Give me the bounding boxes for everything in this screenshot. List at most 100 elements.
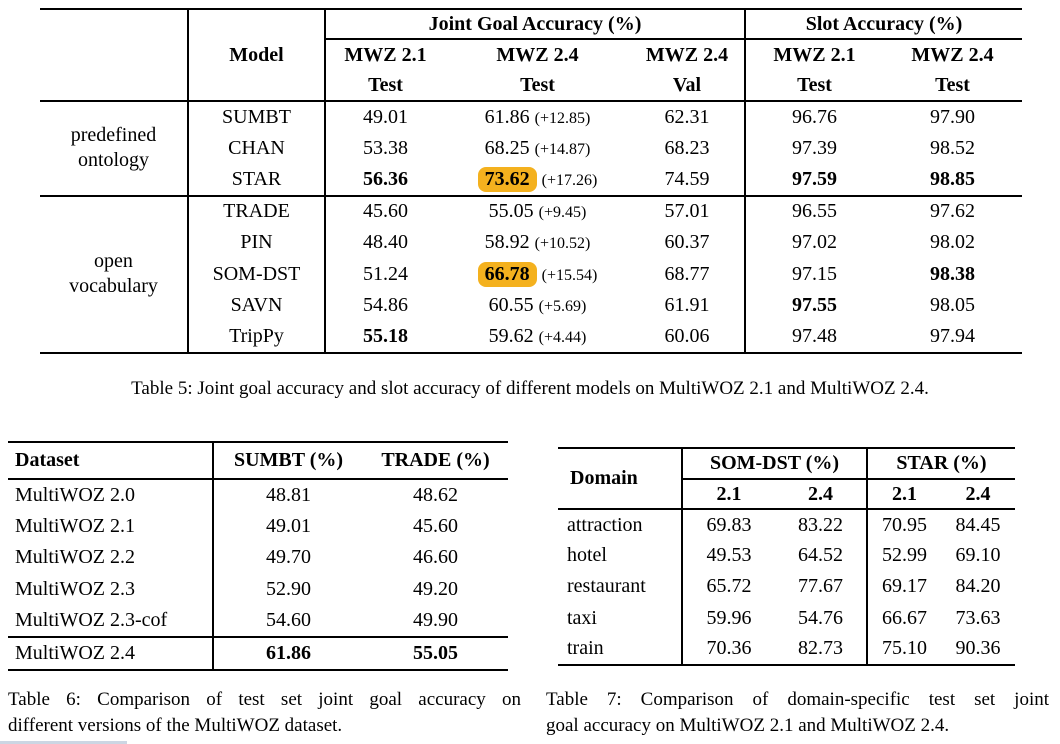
value-cell: 48.40 (325, 227, 445, 259)
table5-subheader-split: Test (325, 70, 445, 102)
table6-row: MultiWOZ 2.0 48.81 48.62 (8, 479, 508, 511)
highlight-pill: 73.62 (477, 166, 537, 192)
value-cell: 45.60 (413, 514, 458, 537)
table6-dataset-header: Dataset (8, 442, 214, 480)
row-group-label-line: predefined (70, 124, 157, 147)
table5-row: CHAN 53.38 68.25 (+14.87) 68.23 97.39 98.52 (40, 132, 1022, 165)
dataset-cell: MultiWOZ 2.2 (8, 542, 214, 574)
value-cell: 45.60 (325, 194, 445, 227)
table7-version-subheader: 2.4 (775, 479, 868, 510)
value-cell: 49.53 (706, 544, 752, 567)
table5-slot-group-header: Slot Accuracy (%) (745, 9, 1023, 40)
value-cell: 82.73 (775, 633, 868, 665)
accuracy-value: 57.01 (664, 200, 710, 223)
value-cell: 97.39 (745, 133, 883, 165)
value-cell: 61.86 (213, 635, 363, 670)
value-cell: 46.60 (413, 546, 458, 569)
value-cell: 68.25 (+14.87) (445, 133, 630, 165)
table7-caption: Table 7: Comparison of domain-specific t… (546, 687, 1049, 738)
value-cell: 65.72 (706, 575, 752, 598)
table5-subheader-dataset: MWZ 2.1 (773, 43, 856, 66)
accuracy-value: 60.37 (664, 231, 710, 254)
table5-jga-group-header: Joint Goal Accuracy (%) (325, 9, 747, 40)
value-cell: 61.86 (+12.85) (445, 101, 630, 133)
model-cell: PIN (188, 227, 326, 259)
accuracy-value: 60.06 (664, 325, 710, 348)
value-cell: 51.24 (325, 259, 445, 291)
table7-row: hotel 49.53 64.52 52.99 69.10 (558, 540, 1015, 572)
accuracy-value: 53.38 (363, 136, 408, 159)
value-cell: 98.85 (883, 164, 1022, 196)
value-cell: 61.91 (630, 290, 747, 322)
accuracy-value: 58.92 (484, 231, 530, 254)
model-cell: TripPy (188, 321, 326, 353)
accuracy-value: 97.39 (792, 136, 838, 159)
table6-caption-line: different versions of the MultiWOZ datas… (8, 714, 343, 736)
value-cell: 66.67 (882, 606, 927, 629)
accuracy-value: 96.55 (792, 200, 838, 223)
accuracy-value: 97.48 (792, 325, 838, 348)
value-cell: 60.55 (+5.69) (445, 290, 630, 322)
table5-subheader-split: Val (630, 70, 747, 102)
table7-row: taxi 59.96 54.76 66.67 73.63 (558, 602, 1015, 634)
table5-model-results: Model Joint Goal Accuracy (%) Slot Accur… (40, 8, 1023, 354)
table6-row: MultiWOZ 2.4 61.86 55.05 (8, 635, 508, 670)
value-cell: 83.22 (775, 509, 868, 541)
accuracy-value: 96.76 (792, 105, 838, 128)
table5-row: SOM-DST 51.24 66.78 (+15.54) 68.77 97.15 98.38 (40, 258, 1022, 291)
model-cell: SAVN (188, 290, 326, 322)
delta-badge: (+5.69) (538, 298, 587, 316)
value-cell: 98.38 (883, 259, 1022, 291)
accuracy-value: 61.91 (664, 294, 710, 317)
delta-badge: (+12.85) (534, 109, 591, 127)
table5-subheader-dataset: MWZ 2.4 (911, 43, 994, 66)
value-cell: 97.02 (745, 227, 883, 259)
accuracy-value: 48.40 (363, 231, 408, 254)
table5-subheader-split: Test (445, 70, 630, 102)
value-cell: 48.81 (266, 483, 311, 506)
table5-row: STAR 56.36 73.62 (+17.26) 74.59 97.59 98.85 (40, 164, 1022, 196)
table5-subheader-dataset: MWZ 2.4 (496, 43, 579, 66)
accuracy-value: 49.01 (363, 105, 408, 128)
value-cell: 49.01 (325, 101, 445, 133)
value-cell: 75.10 (882, 637, 927, 660)
value-cell: 69.83 (706, 513, 752, 536)
model-cell: SOM-DST (188, 258, 326, 290)
table5-row: TripPy 55.18 59.62 (+4.44) 60.06 97.48 97.94 (40, 321, 1022, 353)
delta-badge: (+4.44) (538, 329, 587, 347)
value-cell: 69.10 (955, 544, 1001, 567)
accuracy-value: 98.02 (930, 231, 976, 254)
table7-row: train 70.36 82.73 75.10 90.36 (558, 633, 1015, 665)
value-cell: 57.01 (630, 194, 747, 227)
accuracy-value: 61.86 (484, 105, 530, 128)
value-cell: 56.36 (325, 164, 445, 196)
value-cell: 48.62 (413, 483, 458, 506)
table7-star-group-header: STAR (%) (867, 448, 1015, 480)
value-cell: 84.20 (955, 575, 1001, 598)
value-cell: 49.90 (413, 608, 458, 631)
delta-badge: (+9.45) (538, 204, 587, 222)
table5-row: PIN 48.40 58.92 (+10.52) 60.37 97.02 98.02 (40, 227, 1022, 259)
accuracy-value: 45.60 (363, 200, 408, 223)
domain-cell: attraction (558, 509, 683, 541)
value-cell: 52.90 (266, 577, 311, 600)
value-cell: 69.17 (882, 575, 927, 598)
accuracy-value: 97.90 (930, 105, 976, 128)
table7-somdst-group-header: SOM-DST (%) (682, 448, 868, 480)
accuracy-value: 51.24 (363, 262, 408, 285)
value-cell: 98.52 (883, 133, 1022, 165)
value-cell: 54.76 (775, 602, 868, 634)
accuracy-value: 62.31 (664, 105, 710, 128)
table5-subheader-split: Test (883, 70, 1023, 102)
value-cell: 60.37 (630, 227, 747, 259)
model-cell: STAR (188, 164, 326, 196)
value-cell: 77.67 (775, 571, 868, 603)
value-cell: 90.36 (955, 637, 1001, 660)
accuracy-value: 55.05 (488, 200, 534, 223)
accuracy-value: 98.85 (930, 167, 976, 190)
value-cell: 97.90 (883, 101, 1022, 133)
accuracy-value: 60.55 (488, 294, 534, 317)
value-cell: 84.45 (955, 513, 1001, 536)
value-cell: 70.95 (882, 513, 927, 536)
